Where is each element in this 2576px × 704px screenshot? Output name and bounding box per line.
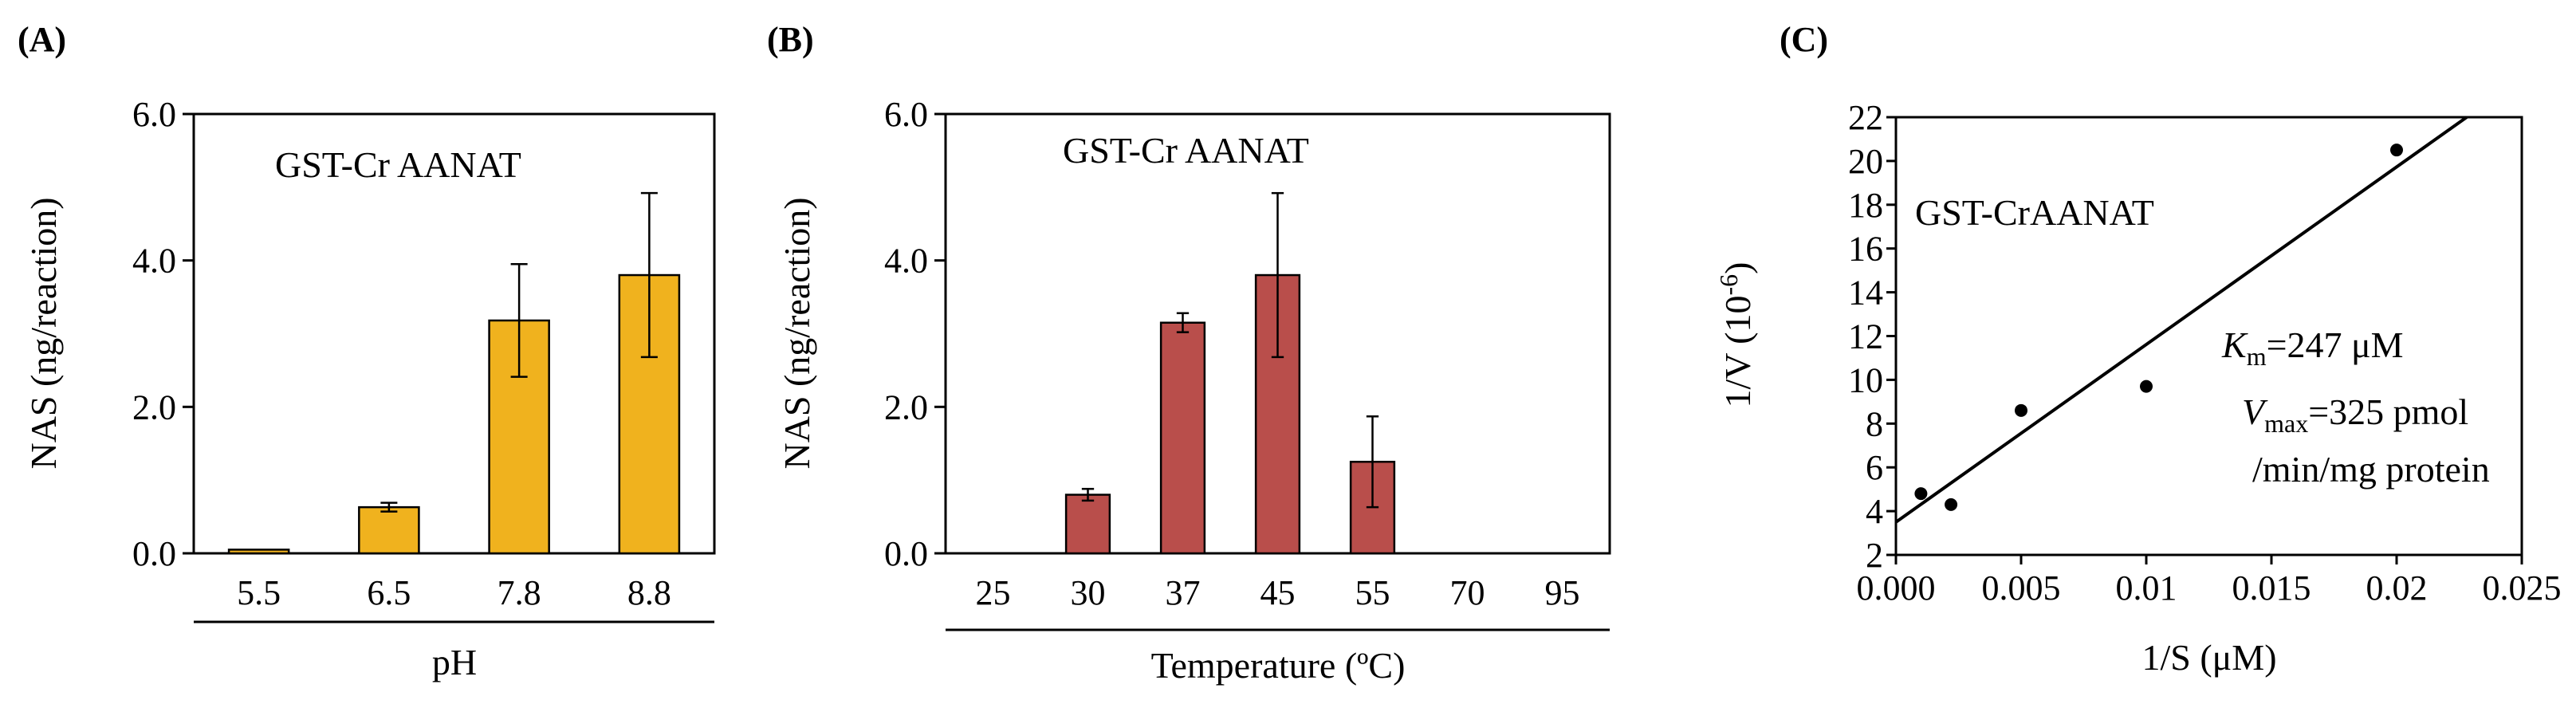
panel-c-x-tick-label: 0.01 xyxy=(2116,568,2177,608)
panel-b-x-axis-title: Temperature (ºC) xyxy=(1151,645,1406,686)
panel-c-x-ticks: 0.000 0.005 0.01 0.015 0.02 0.025 xyxy=(1857,555,2562,608)
panel-c-y-tick-label: 10 xyxy=(1848,360,1883,399)
panel-c-y-tick-label: 4 xyxy=(1866,492,1883,531)
km-subscript: m xyxy=(2247,342,2267,371)
panel-b-x-tick-label: 95 xyxy=(1545,573,1580,612)
panel-a-x-tick-label: 6.5 xyxy=(367,573,411,612)
panel-c-y-axis-title-main: 1/V (10 xyxy=(1717,295,1758,407)
panel-a: (A) 0.0 2.0 4.0 6.0 5.5 6.5 7.8 8.8 GST-Cr AAN… xyxy=(18,20,716,682)
panel-a-y-axis-title: NAS (ng/reaction) xyxy=(23,197,64,469)
panel-a-y-tick-label: 6.0 xyxy=(132,95,176,134)
panel-c-y-tick-label: 16 xyxy=(1848,230,1883,269)
panel-c-y-tick-label: 18 xyxy=(1848,186,1883,225)
panel-a-inset-title: GST-Cr AANAT xyxy=(275,144,521,185)
panel-c-y-tick-label: 2 xyxy=(1866,536,1883,575)
panel-b-y-tick-label: 0.0 xyxy=(884,534,928,573)
panel-a-x-tick-label: 8.8 xyxy=(627,573,671,612)
panel-c-x-tick-label: 0.02 xyxy=(2366,568,2428,608)
panel-b-y-tick-label: 2.0 xyxy=(884,387,928,427)
panel-c-data-point xyxy=(2015,403,2027,417)
panel-c-y-ticks: 2 4 6 8 10 12 14 16 18 20 22 xyxy=(1848,98,1896,575)
panel-c-y-tick-label: 12 xyxy=(1848,317,1883,356)
panel-a-x-tick-label: 5.5 xyxy=(237,573,281,612)
panel-b-x-ticks: 25 30 37 45 55 70 95 xyxy=(976,573,1580,612)
panel-a-x-ticks: 5.5 6.5 7.8 8.8 xyxy=(237,573,671,612)
panel-b-x-tick-label: 37 xyxy=(1166,573,1201,612)
panel-c-x-axis-title: 1/S (μM) xyxy=(2141,637,2276,678)
panel-c-points xyxy=(1914,144,2403,511)
vmax-value: =325 pmol xyxy=(2308,391,2468,432)
panel-c-data-point xyxy=(2390,144,2403,157)
panel-c-y-tick-label: 22 xyxy=(1848,98,1883,137)
panel-c-y-axis-title-close: ) xyxy=(1717,262,1758,274)
panel-c-fit-line xyxy=(1894,116,2468,524)
km-value: =247 μM xyxy=(2267,324,2404,365)
panel-a-bars xyxy=(227,191,681,555)
panel-b-y-tick-label: 6.0 xyxy=(884,95,928,134)
vmax-symbol: V xyxy=(2242,391,2268,432)
panel-a-x-tick-label: 7.8 xyxy=(498,573,541,612)
panel-b-bar-30 xyxy=(1064,494,1111,555)
panel-b-x-tick-label: 45 xyxy=(1260,573,1296,612)
panel-a-label: (A) xyxy=(18,20,66,59)
panel-b-x-tick-label: 55 xyxy=(1355,573,1390,612)
panel-c-inset-title: GST-CrAANAT xyxy=(1915,192,2154,233)
km-symbol: K xyxy=(2221,324,2248,365)
vmax-subscript: max xyxy=(2264,409,2308,438)
panel-a-bar-6.5 xyxy=(358,505,420,555)
panel-b-y-axis-title: NAS (ng/reaction) xyxy=(777,197,817,469)
panel-b-label: (B) xyxy=(767,20,814,59)
panel-a-y-tick-label: 0.0 xyxy=(132,534,176,573)
panel-c-y-tick-label: 8 xyxy=(1866,404,1883,443)
panel-c-data-point xyxy=(1945,498,1958,511)
panel-b-x-tick-label: 25 xyxy=(976,573,1011,612)
panel-c-y-tick-label: 14 xyxy=(1848,273,1883,313)
panel-a-y-tick-label: 2.0 xyxy=(132,387,176,427)
panel-c-y-tick-label: 6 xyxy=(1866,448,1883,487)
panel-c-y-axis-title: 1/V (10-6) xyxy=(1714,262,1758,408)
panel-a-bar-5.5 xyxy=(227,549,290,555)
panel-b-bar-37 xyxy=(1159,321,1206,555)
panel-b-y-ticks: 0.0 2.0 4.0 6.0 xyxy=(884,95,946,573)
panel-c-x-tick-label: 0.005 xyxy=(1982,568,2061,608)
panel-a-x-axis-title: pH xyxy=(432,642,477,682)
panel-c-y-axis-title-exponent: -6 xyxy=(1714,274,1743,296)
panel-a-y-ticks: 0.0 2.0 4.0 6.0 xyxy=(132,95,194,573)
panel-c-km-annotation: Km=247 μM xyxy=(2221,324,2404,371)
panel-c-y-tick-label: 20 xyxy=(1848,142,1883,181)
panel-b-x-tick-label: 70 xyxy=(1450,573,1485,612)
panel-c-vmax-units: /min/mg protein xyxy=(2252,449,2490,490)
panel-b-x-tick-label: 30 xyxy=(1071,573,1106,612)
panel-a-y-tick-label: 4.0 xyxy=(132,242,176,281)
panel-b-bars xyxy=(1064,191,1396,555)
panel-c-x-tick-label: 0.025 xyxy=(2483,568,2562,608)
panel-c-label: (C) xyxy=(1780,20,1828,59)
panel-c-data-point xyxy=(2140,380,2153,393)
panel-c-data-point xyxy=(1914,487,1928,501)
panel-a-plot-frame xyxy=(192,112,716,555)
panel-c-x-tick-label: 0.015 xyxy=(2232,568,2311,608)
panel-c-vmax-annotation: Vmax=325 pmol xyxy=(2242,391,2468,438)
panel-b: (B) 0.0 2.0 4.0 6.0 25 30 37 45 55 70 95 GST-Cr A… xyxy=(767,20,1611,686)
panel-b-inset-title: GST-Cr AANAT xyxy=(1063,130,1309,171)
panel-b-y-tick-label: 4.0 xyxy=(884,242,928,281)
panel-c-x-tick-label: 0.000 xyxy=(1857,568,1936,608)
